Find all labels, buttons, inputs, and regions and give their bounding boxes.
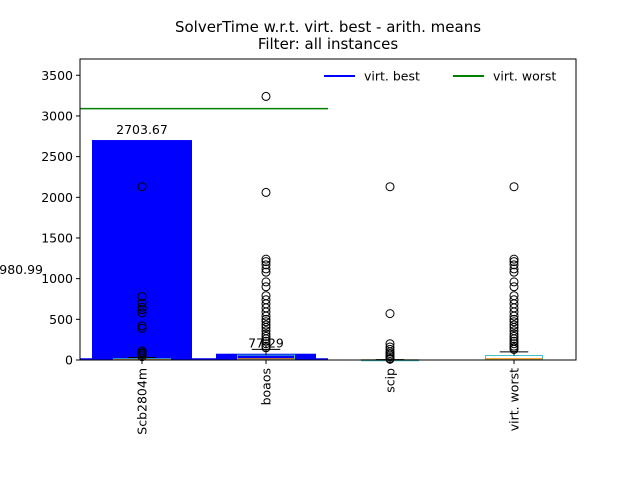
outlier-1-16: [261, 295, 271, 305]
x-tick-label-0: Scb2804m: [135, 368, 150, 435]
bar-1: [216, 353, 316, 360]
y-tick-label-1: 500: [49, 312, 73, 327]
outlier-1-24: [261, 254, 271, 264]
y-tick-label-5: 2500: [41, 149, 73, 164]
y-tick-label-4: 2000: [41, 190, 73, 205]
outlier-1-10: [261, 317, 271, 327]
legend-label-1: virt. worst: [493, 69, 556, 84]
outlier-0-4: [137, 346, 147, 356]
outlier-1-19: [261, 277, 271, 287]
outlier-3-4: [509, 336, 519, 346]
outlier-1-25: [261, 187, 271, 197]
outlier-1-26: [261, 91, 271, 101]
outlier-3-12: [509, 314, 519, 324]
outlier-3-23: [509, 260, 519, 270]
axes-frame: [79, 58, 577, 361]
outlier-3-24: [509, 257, 519, 267]
y-tick-label-6: 3000: [41, 108, 73, 123]
outlier-2-9: [385, 309, 395, 319]
outlier-1-1: [261, 341, 271, 351]
outlier-2-6: [385, 344, 395, 354]
outlier-3-20: [509, 277, 519, 287]
outlier-3-2: [509, 341, 519, 351]
outlier-2-8: [385, 339, 395, 349]
y-tick-label-7: 3500: [41, 68, 73, 83]
outlier-3-10: [509, 320, 519, 330]
outlier-0-6: [137, 321, 147, 331]
outlier-3-11: [509, 317, 519, 327]
outlier-0-8: [137, 305, 147, 315]
side-label: 980.99: [0, 262, 43, 277]
outlier-3-26: [509, 182, 519, 192]
outlier-0-5: [137, 323, 147, 333]
outlier-3-18: [509, 291, 519, 301]
outlier-0-11: [137, 292, 147, 302]
outlier-0-12: [137, 182, 147, 192]
y-tick-label-0: 0: [65, 353, 73, 368]
chart-subtitle: Filter: all instances: [258, 35, 399, 53]
outlier-1-3: [261, 336, 271, 346]
outlier-1-5: [261, 331, 271, 341]
outlier-1-22: [261, 260, 271, 270]
x-tick-label-2: scip: [383, 368, 398, 393]
outlier-1-11: [261, 314, 271, 324]
plot-area: 2703.6777.290500100015002000250030003500…: [0, 58, 577, 435]
x-tick-label-3: virt. worst: [507, 368, 522, 431]
outlier-2-10: [385, 182, 395, 192]
outlier-1-17: [261, 291, 271, 301]
outlier-0-7: [137, 308, 147, 318]
outlier-3-22: [509, 264, 519, 274]
outlier-0-10: [137, 298, 147, 308]
outlier-1-18: [261, 282, 271, 292]
outlier-1-9: [261, 320, 271, 330]
outlier-0-9: [137, 302, 147, 312]
outlier-1-23: [261, 257, 271, 267]
outlier-3-3: [509, 339, 519, 349]
bar-label-0: 2703.67: [116, 122, 168, 137]
outlier-2-7: [385, 342, 395, 352]
outlier-3-25: [509, 254, 519, 264]
y-tick-label-3: 1500: [41, 230, 73, 245]
bar-0: [92, 140, 192, 360]
outlier-3-17: [509, 295, 519, 305]
outlier-1-20: [261, 267, 271, 277]
outlier-3-6: [509, 331, 519, 341]
y-tick-label-2: 1000: [41, 271, 73, 286]
x-tick-label-1: boaos: [259, 368, 274, 405]
outlier-3-21: [509, 267, 519, 277]
outlier-1-21: [261, 264, 271, 274]
outlier-3-8: [509, 326, 519, 336]
outlier-3-19: [509, 282, 519, 292]
outlier-1-6: [261, 329, 271, 339]
outlier-1-7: [261, 326, 271, 336]
chart-title: SolverTime w.r.t. virt. best - arith. me…: [175, 18, 481, 36]
outlier-1-2: [261, 339, 271, 349]
legend-label-0: virt. best: [364, 69, 420, 84]
outlier-3-7: [509, 329, 519, 339]
